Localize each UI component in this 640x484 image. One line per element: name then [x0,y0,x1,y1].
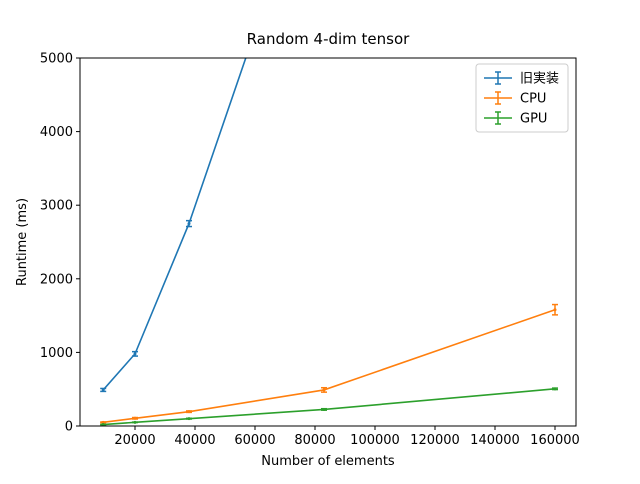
chart-title: Random 4-dim tensor [247,30,411,48]
data-point [133,420,137,424]
y-tick-label: 0 [65,420,73,435]
legend-label: GPU [520,112,547,127]
legend-label: CPU [520,92,546,107]
data-point [101,423,105,426]
x-tick-label: 60000 [234,433,275,448]
legend-box [475,63,569,133]
data-point [187,417,191,421]
y-tick-label: 3000 [40,199,73,214]
x-tick-label: 100000 [350,433,400,448]
legend-label: 旧実装 [520,71,559,87]
x-tick-label: 140000 [470,433,520,448]
x-tick-label: 120000 [410,433,460,448]
data-point [553,308,557,312]
x-tick-label: 20000 [114,433,155,448]
x-tick-label: 160000 [530,433,580,448]
y-tick-label: 4000 [40,125,73,140]
y-axis-label: Runtime (ms) [15,198,30,286]
data-point [322,407,326,411]
data-point [553,387,557,391]
series-line [103,308,556,424]
x-tick-label: 80000 [294,433,335,448]
series-line [102,58,247,391]
plot-area [100,58,558,426]
x-tick-label: 40000 [174,433,215,448]
data-point [133,416,137,420]
x-axis-label: Number of elements [261,454,395,469]
data-point [322,388,326,392]
data-point [187,410,191,414]
axes-frame [79,57,577,427]
series-line [103,388,556,426]
data-point [101,420,105,424]
y-tick-label: 1000 [40,346,73,361]
y-tick-label: 2000 [40,272,73,287]
data-point [187,222,191,226]
y-tick-label: 5000 [40,52,73,67]
data-point [101,388,105,392]
data-point [133,352,137,356]
